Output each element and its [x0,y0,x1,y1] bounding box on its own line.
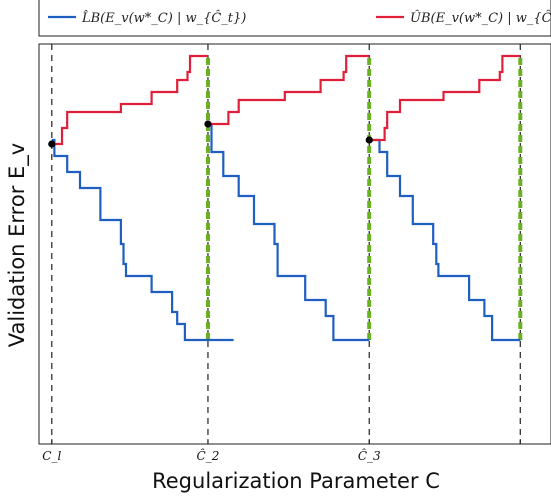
plot-area [38,43,551,445]
lower-bound-line-2 [369,138,521,342]
x-tick-label-0: C_l [42,449,61,463]
upper-bound-line-2 [369,54,521,142]
lower-bound-line-1 [208,122,370,342]
series-layer [51,54,523,342]
legend-label-upper-bound: ÛB(E_v(w*_C) | w_{Ĉ_t}) [410,9,551,26]
search-point-2 [365,136,373,144]
upper-bound-line-0 [51,54,208,146]
search-points [48,120,373,148]
search-point-0 [48,140,56,148]
y-axis-label: Validation Error E_v [5,143,30,347]
upper-bound-line-1 [208,54,370,126]
x-tick-label-2: Ĉ_3 [358,447,381,463]
legend: L̂B(E_v(w*_C) | w_{Ĉ_t}) ÛB(E_v(w*_C) … [38,0,551,37]
legend-frame [38,0,551,37]
x-tick-label-1: Ĉ_2 [197,447,220,463]
x-axis-label: Regularization Parameter C [152,469,440,493]
x-ticks: C_l Ĉ_2 Ĉ_3 [42,439,521,463]
lower-bound-line-0 [51,138,234,342]
vertical-reference-lines [51,44,521,444]
search-point-1 [204,120,212,128]
legend-label-lower-bound: L̂B(E_v(w*_C) | w_{Ĉ_t}) [81,9,246,26]
